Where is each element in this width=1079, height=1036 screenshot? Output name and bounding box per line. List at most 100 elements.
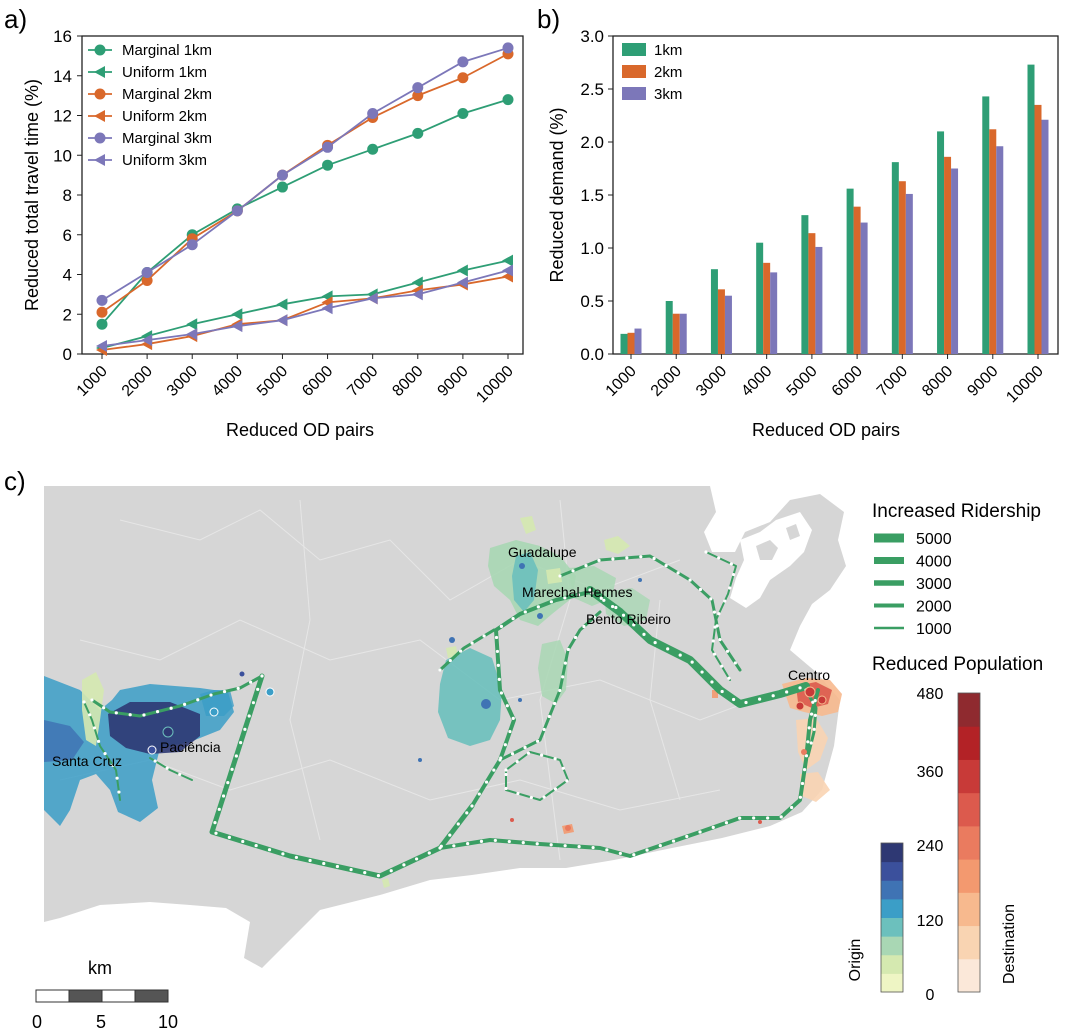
station: [260, 674, 264, 678]
chart-a-series: [96, 42, 514, 357]
ridership-legend-entries: 5000 4000 3000 2000 1000: [874, 531, 952, 638]
station: [511, 617, 515, 621]
ridership-label: 3000: [916, 576, 952, 593]
data-point: [367, 108, 379, 120]
station: [510, 752, 515, 756]
destination-color-step: [958, 726, 980, 760]
station: [142, 713, 146, 717]
data-point: [457, 108, 469, 120]
bar: [951, 168, 959, 354]
station: [658, 844, 662, 848]
y-tick-label: 12: [53, 107, 72, 126]
bar: [1027, 64, 1035, 355]
chart-a-legend: Marginal 1km Uniform 1km Marginal 2km Unifo…: [88, 42, 212, 169]
station: [614, 605, 618, 610]
origin-blob-bento: [604, 588, 650, 626]
scale-segment: [68, 989, 103, 1003]
y-tick-label: 4: [63, 266, 72, 285]
origin-color-step: [881, 954, 903, 974]
station: [507, 839, 511, 844]
station: [790, 805, 794, 810]
x-tick-label: 8000: [389, 363, 426, 400]
colorbar-tick-360: 360: [917, 764, 944, 781]
station: [561, 675, 565, 679]
station: [625, 556, 629, 560]
place-bento-ribeiro: Bento Ribeiro: [586, 611, 671, 627]
scale-segment: [134, 989, 169, 1003]
station: [88, 713, 92, 717]
population-legend: Reduced Population 480 360 240 120 0 Ori…: [847, 654, 1043, 1004]
od-point: [162, 726, 174, 738]
bar: [937, 131, 945, 354]
bar: [620, 333, 628, 354]
place-santa-cruz: Santa Cruz: [52, 753, 122, 769]
y-tick-label: 2.5: [580, 80, 604, 99]
bar: [905, 193, 913, 354]
y-tick-label: 0: [63, 345, 72, 364]
station: [727, 676, 731, 680]
station: [549, 600, 553, 604]
station: [563, 596, 567, 600]
x-tick-label: 2000: [648, 363, 685, 400]
chart-b-x-label: Reduced OD pairs: [752, 420, 900, 440]
data-point: [186, 239, 198, 251]
station: [711, 825, 715, 829]
bar: [634, 328, 642, 354]
origin-color-step: [881, 861, 903, 881]
data-point: [456, 264, 468, 277]
station: [214, 831, 218, 835]
station: [539, 753, 544, 757]
ridership-legend-entry: 1000: [874, 621, 952, 638]
x-tick-label: 4000: [738, 363, 775, 400]
station: [217, 807, 221, 811]
data-point: [96, 340, 107, 353]
station: [102, 706, 106, 710]
station: [720, 689, 724, 694]
station: [811, 700, 815, 704]
station: [96, 739, 101, 743]
station: [771, 694, 775, 698]
bar: [724, 295, 732, 354]
station: [542, 727, 546, 732]
station: [243, 727, 247, 731]
ridership-legend: Increased Ridership 5000 4000 3000 2000 1000: [872, 501, 1041, 638]
station: [676, 571, 680, 575]
legend-marker: [94, 66, 105, 78]
series-marginal-3km: [96, 42, 514, 306]
ridership-legend-entry: 3000: [874, 576, 952, 593]
station: [349, 867, 353, 872]
station: [729, 562, 733, 566]
station: [526, 751, 531, 755]
station: [213, 821, 217, 825]
series-line: [101, 259, 509, 349]
x-tick-label: 3000: [164, 363, 201, 400]
scale-bar-unit: km: [88, 958, 112, 978]
origin-color-step: [881, 898, 903, 918]
station: [785, 690, 789, 694]
chart-a-x-axis: 1000 2000 3000 4000 5000 6000 7000 8000 9000 1000…: [74, 354, 517, 406]
station: [494, 635, 499, 640]
series-line: [101, 47, 509, 302]
station: [685, 834, 689, 839]
bar: [1034, 104, 1042, 355]
station: [590, 591, 594, 595]
data-point: [411, 288, 423, 301]
station: [482, 634, 486, 638]
legend-marker: [94, 110, 105, 122]
station: [744, 700, 748, 705]
station: [438, 668, 442, 672]
chart-a-y-label: Reduced total travel time (%): [22, 79, 42, 311]
station: [504, 786, 508, 791]
legend-label: Uniform 2km: [122, 108, 207, 125]
station: [448, 658, 452, 663]
station: [495, 649, 500, 654]
x-tick-label: 6000: [299, 363, 336, 400]
ridership-label: 2000: [916, 599, 952, 616]
station: [717, 612, 721, 616]
station: [653, 640, 657, 645]
x-tick-label: 6000: [829, 363, 866, 400]
station: [479, 839, 484, 843]
station: [553, 757, 557, 761]
data-point: [231, 320, 243, 333]
station: [115, 776, 119, 780]
